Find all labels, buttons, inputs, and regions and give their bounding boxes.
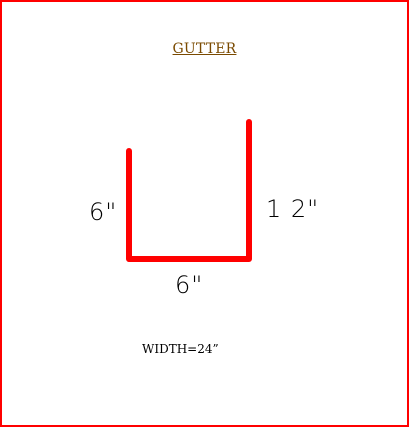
- bottom-dimension: 6": [175, 271, 203, 299]
- left-side-dimension: 6": [89, 198, 117, 226]
- drawing-title: GUTTER: [172, 41, 237, 57]
- right-side-dimension: 1 2": [266, 195, 319, 223]
- gutter-profile-line: [126, 119, 252, 262]
- width-note: WIDTH=24”: [142, 342, 219, 356]
